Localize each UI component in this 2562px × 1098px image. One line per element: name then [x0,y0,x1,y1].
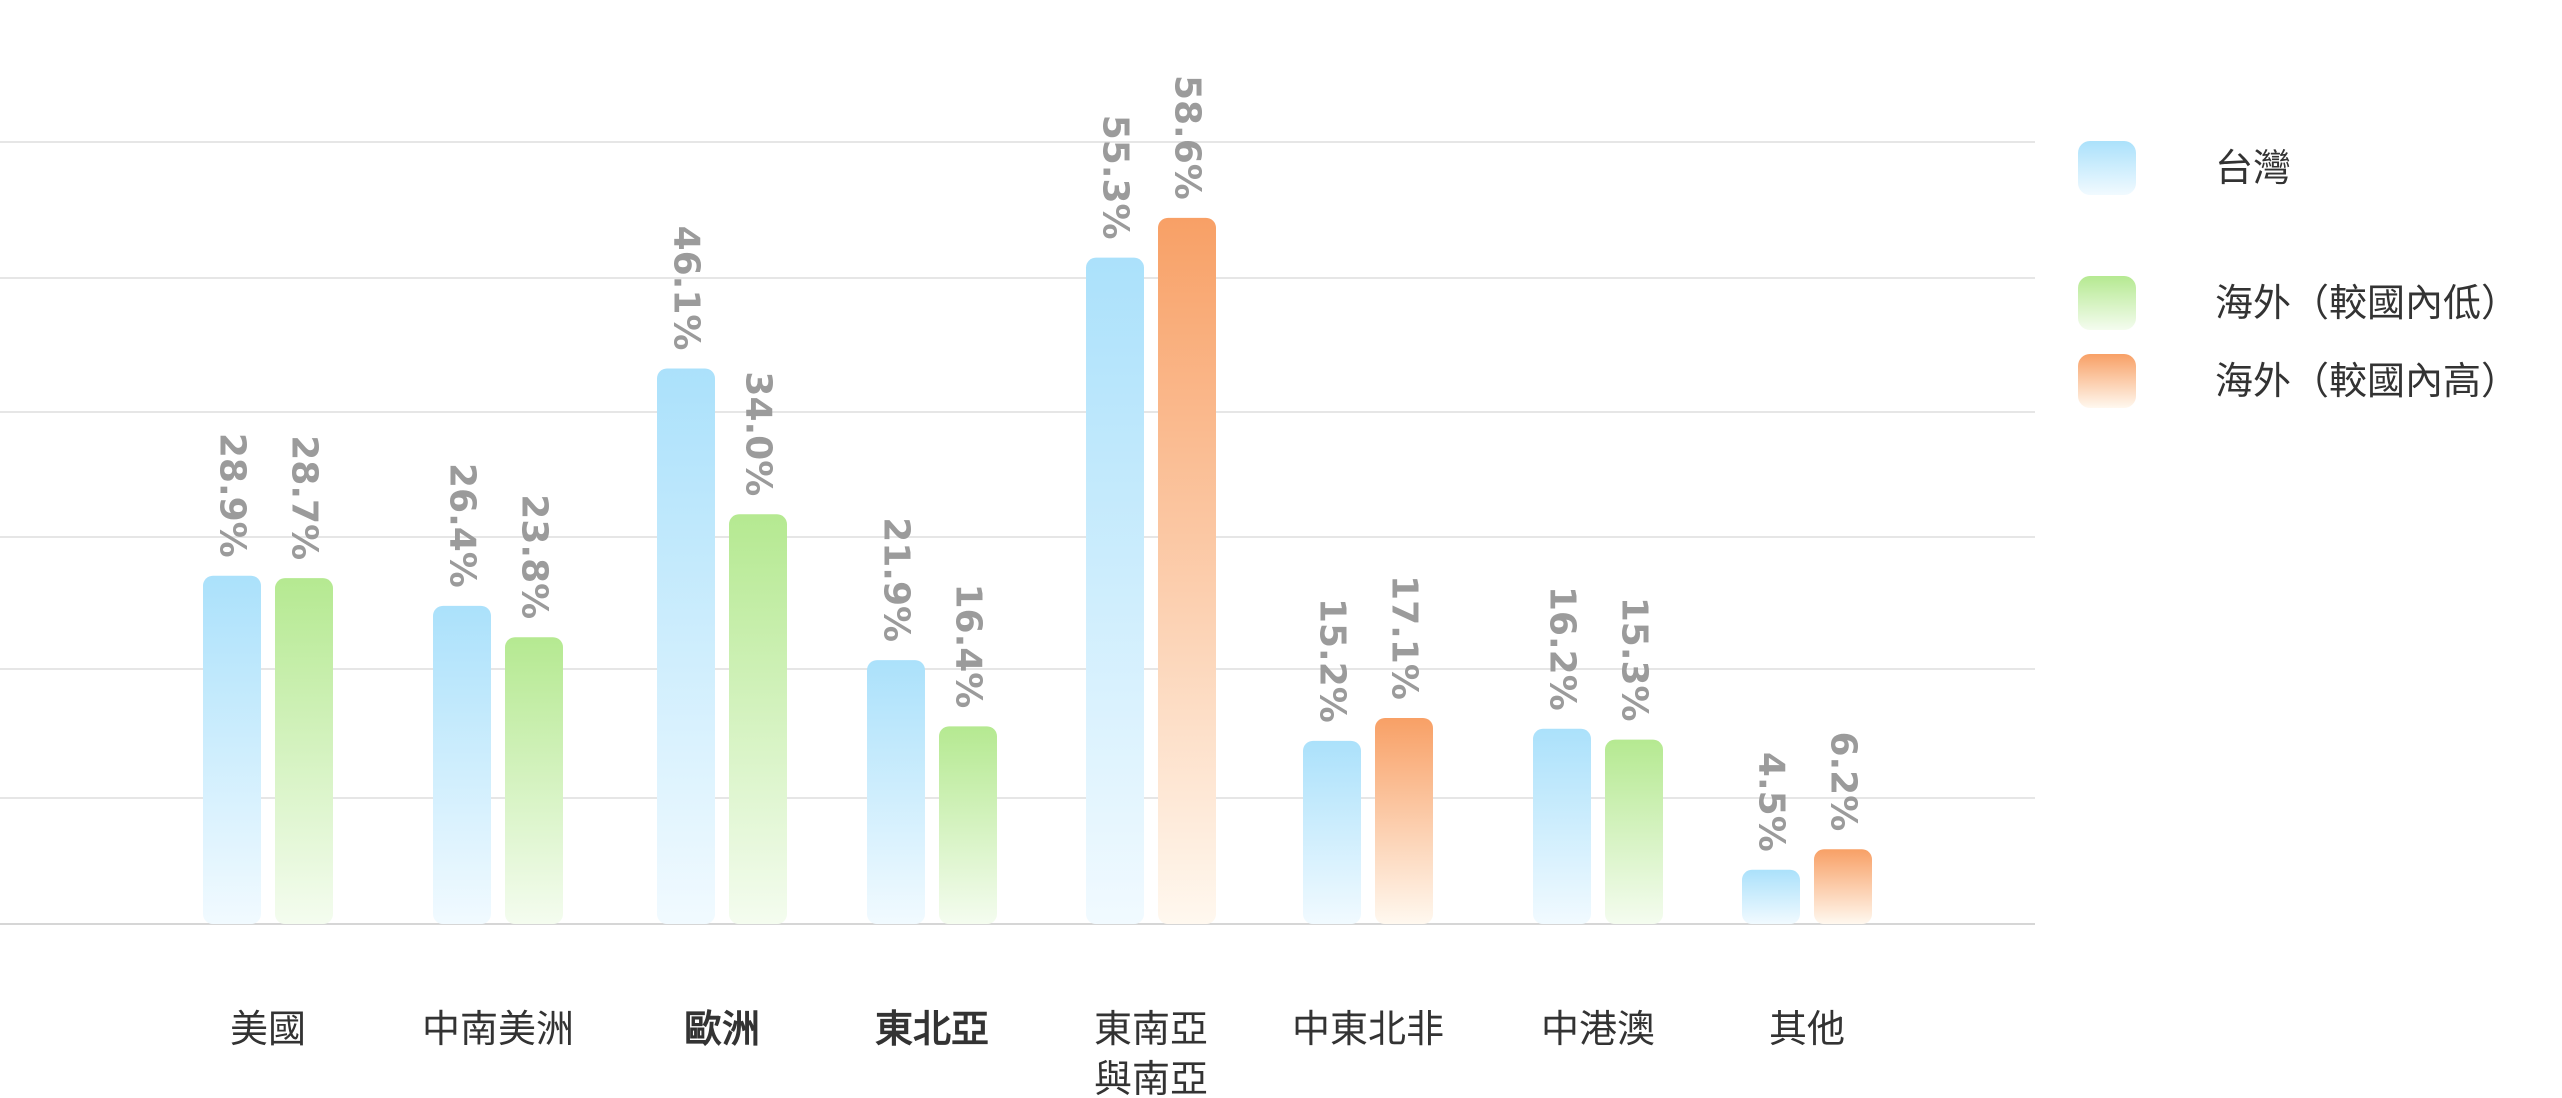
value-label: 6.2% [1823,731,1864,831]
bar-overseas_high [1814,849,1872,924]
bar-overseas_low [939,726,997,924]
category-labels: 美國 中南美洲 歐洲 東北亞 東南亞與南亞 中東北非 中港澳 其他 [230,1007,1845,1098]
category-label: 中南美洲 [422,1007,574,1051]
value-label: 34.0% [738,371,779,496]
value-label: 21.9% [876,517,917,642]
value-labels: 28.9% 28.7% 26.4% 23.8% 46.1% 34.0% 21.9% 16.4%… [212,75,1864,852]
bar-taiwan [657,368,715,924]
bar-taiwan [1533,728,1591,924]
category-label: 美國 [230,1007,306,1051]
category-label: 中港澳 [1541,1007,1655,1051]
legend-swatch [2078,276,2136,330]
bar-taiwan [867,660,925,924]
category-label: 歐洲 [684,1007,760,1051]
bar-overseas_low [1605,739,1663,924]
bars [203,217,1872,924]
value-label: 28.7% [284,435,325,560]
value-label: 58.6% [1167,75,1208,200]
value-label: 17.1% [1384,575,1425,700]
category-label: 東北亞 [875,1007,989,1051]
value-label: 15.2% [1312,598,1353,723]
legend-swatch [2078,354,2136,408]
bar-overseas_low [505,637,563,924]
value-label: 16.4% [948,583,989,708]
value-label: 55.3% [1095,115,1136,240]
legend-label: 海外（較國內低） [2215,281,2519,325]
legend-label: 海外（較國內高） [2215,359,2519,403]
category-label: 其他 [1769,1007,1845,1051]
category-label: 東南亞與南亞 [1094,1007,1208,1098]
grid-lines [0,141,2035,925]
bar-overseas_high [1375,717,1433,924]
bar-taiwan [203,575,261,924]
value-label: 23.8% [514,494,555,619]
bar-taiwan [1742,869,1800,924]
legend-label: 台灣 [2215,146,2291,190]
bar-overseas_low [275,578,333,924]
value-label: 46.1% [666,226,707,351]
bar-taiwan [1086,257,1144,924]
bar-overseas_high [1158,217,1216,924]
bar-taiwan [1303,740,1361,924]
bar-taiwan [433,605,491,924]
value-label: 15.3% [1614,597,1655,722]
legend-swatch [2078,141,2136,195]
value-label: 28.9% [212,433,253,558]
category-label: 中東北非 [1292,1007,1444,1051]
value-label: 26.4% [442,463,483,588]
value-label: 4.5% [1751,752,1792,852]
bar-overseas_low [729,514,787,924]
value-label: 16.2% [1542,586,1583,711]
